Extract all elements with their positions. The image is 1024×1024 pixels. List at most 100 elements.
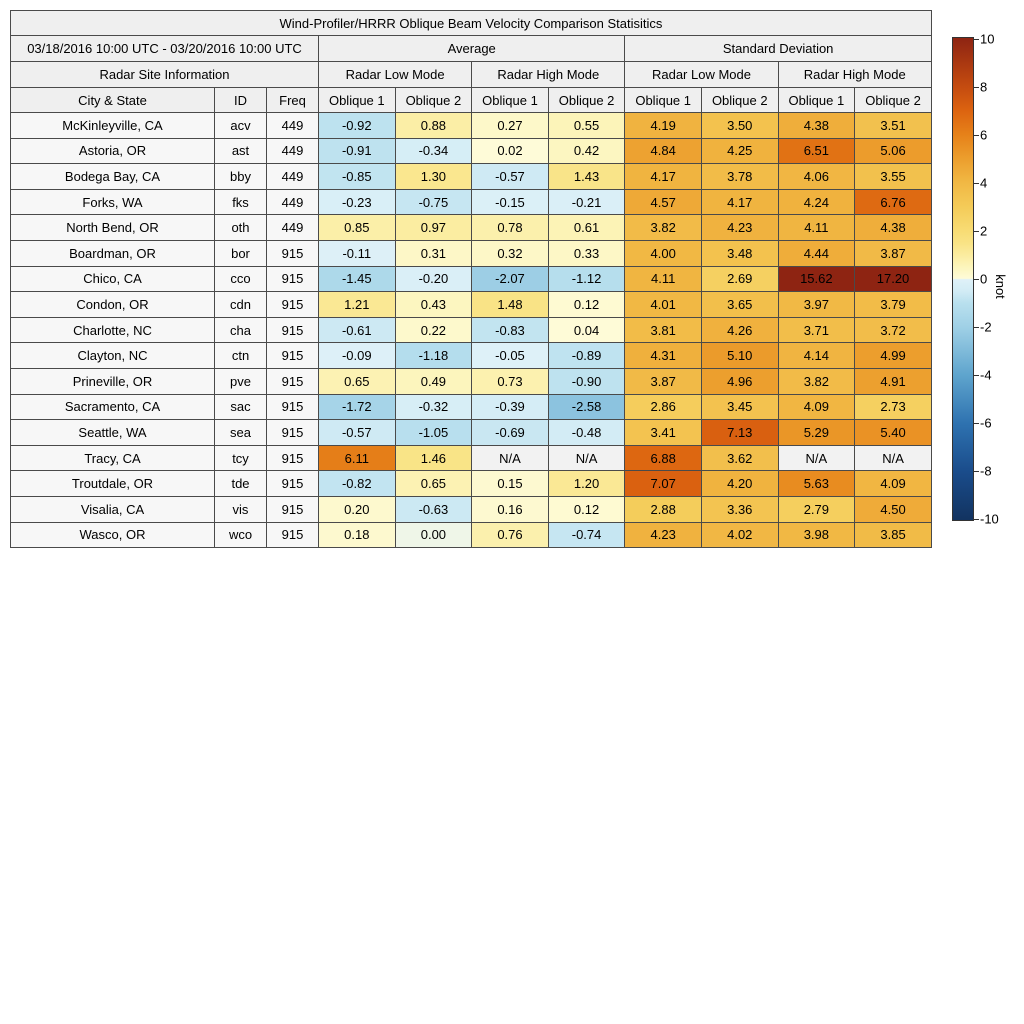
value-cell: 1.46 — [394, 444, 473, 472]
value-cell: 3.65 — [700, 291, 779, 318]
value-cell: -0.83 — [471, 316, 549, 344]
value-cell: 4.06 — [777, 163, 856, 190]
colorbar-tick-mark — [974, 327, 979, 328]
freq-cell: 915 — [266, 265, 319, 293]
date-range: 03/18/2016 10:00 UTC - 03/20/2016 10:00 … — [10, 35, 319, 62]
city-cell: North Bend, OR — [10, 214, 215, 241]
value-cell: 4.38 — [854, 214, 932, 241]
value-cell: 0.49 — [394, 367, 473, 395]
colorbar-tick-mark — [974, 279, 979, 280]
value-cell: 2.88 — [624, 495, 702, 523]
value-cell: 3.48 — [700, 239, 779, 267]
value-cell: 1.48 — [471, 291, 549, 318]
value-cell: 3.45 — [700, 393, 779, 421]
value-cell: 5.63 — [777, 470, 856, 497]
value-cell: 17.20 — [854, 265, 932, 293]
mode-header-std-high: Radar High Mode — [777, 61, 932, 88]
value-cell: 0.31 — [394, 239, 473, 267]
table-row: Seattle, WA sea 915 -0.57 -1.05 -0.69 -0.48 3.4… — [10, 419, 932, 446]
value-cell: 0.12 — [547, 495, 626, 523]
value-cell: 0.04 — [547, 316, 626, 344]
value-cell: 3.85 — [854, 521, 932, 549]
value-cell: 4.19 — [624, 112, 702, 139]
value-cell: -2.07 — [471, 265, 549, 293]
colorbar-tick-mark — [974, 39, 979, 40]
value-cell: 0.76 — [471, 521, 549, 549]
table-row: Condon, OR cdn 915 1.21 0.43 1.48 0.12 4.01 3.65… — [10, 291, 932, 318]
table-row: Sacramento, CA sac 915 -1.72 -0.32 -0.39 -2.58… — [10, 393, 932, 421]
site-id-cell: ctn — [214, 342, 267, 369]
colorbar-tick-label: -10 — [980, 511, 999, 527]
mode-header-avg-low: Radar Low Mode — [317, 61, 473, 88]
colorbar-tick-label: 4 — [980, 175, 988, 191]
value-cell: 6.11 — [318, 444, 396, 472]
site-id-cell: sac — [214, 393, 267, 421]
value-cell: 1.21 — [318, 291, 396, 318]
value-cell: 0.43 — [394, 291, 473, 318]
value-cell: 3.71 — [777, 316, 856, 344]
value-cell: 5.29 — [777, 419, 856, 446]
value-cell: 4.96 — [700, 367, 779, 395]
value-cell: -1.72 — [318, 393, 396, 421]
group-header-std-deviation: Standard Deviation — [624, 35, 932, 62]
freq-cell: 915 — [266, 393, 319, 421]
table-row: Troutdale, OR tde 915 -0.82 0.65 0.15 1.20 7.07… — [10, 470, 932, 497]
colorbar-tick-label: 0 — [980, 271, 988, 287]
value-cell: 3.82 — [624, 214, 702, 241]
site-id-cell: cha — [214, 316, 267, 344]
value-cell: 4.91 — [854, 367, 932, 395]
value-cell: 4.23 — [700, 214, 779, 241]
freq-cell: 915 — [266, 521, 319, 549]
value-cell: 3.98 — [777, 521, 856, 549]
colorbar-tick-label: 10 — [980, 31, 995, 47]
site-id-cell: cdn — [214, 291, 267, 318]
value-cell: -0.92 — [318, 112, 396, 139]
col-header-oblique-2: Oblique 2 — [700, 87, 779, 113]
value-cell: -0.61 — [318, 316, 396, 344]
value-cell: 7.07 — [624, 470, 702, 497]
value-cell: 0.33 — [547, 239, 626, 267]
city-cell: Forks, WA — [10, 188, 215, 216]
table-title: Wind-Profiler/HRRR Oblique Beam Velocity… — [10, 10, 932, 36]
site-id-cell: oth — [214, 214, 267, 241]
value-cell: 4.14 — [777, 342, 856, 369]
freq-cell: 915 — [266, 495, 319, 523]
table-row: Charlotte, NC cha 915 -0.61 0.22 -0.83 0.04 3.8… — [10, 316, 932, 344]
value-cell: 4.31 — [624, 342, 702, 369]
value-cell: 0.42 — [547, 137, 626, 165]
colorbar-tick-label: 6 — [980, 127, 988, 143]
table-row: Bodega Bay, CA bby 449 -0.85 1.30 -0.57 1.43 4.… — [10, 163, 932, 190]
col-header-oblique-1: Oblique 1 — [624, 87, 702, 113]
col-header-oblique-2: Oblique 2 — [394, 87, 473, 113]
site-id-cell: fks — [214, 188, 267, 216]
value-cell: 4.26 — [700, 316, 779, 344]
site-id-cell: pve — [214, 367, 267, 395]
colorbar-tick-label: -4 — [980, 367, 992, 383]
value-cell: N/A — [547, 444, 626, 472]
value-cell: -1.18 — [394, 342, 473, 369]
value-cell: 4.84 — [624, 137, 702, 165]
colorbar-tick-label: -6 — [980, 415, 992, 431]
value-cell: 4.24 — [777, 188, 856, 216]
value-cell: 0.22 — [394, 316, 473, 344]
freq-cell: 449 — [266, 137, 319, 165]
value-cell: 2.79 — [777, 495, 856, 523]
value-cell: 4.02 — [700, 521, 779, 549]
value-cell: 4.09 — [777, 393, 856, 421]
city-cell: Chico, CA — [10, 265, 215, 293]
city-cell: Prineville, OR — [10, 367, 215, 395]
col-header-oblique-2: Oblique 2 — [854, 87, 932, 113]
value-cell: 7.13 — [700, 419, 779, 446]
value-cell: -0.90 — [547, 367, 626, 395]
value-cell: 4.44 — [777, 239, 856, 267]
value-cell: -0.34 — [394, 137, 473, 165]
value-cell: -1.05 — [394, 419, 473, 446]
col-header-id: ID — [214, 87, 267, 113]
value-cell: 4.11 — [624, 265, 702, 293]
value-cell: -0.48 — [547, 419, 626, 446]
freq-cell: 915 — [266, 444, 319, 472]
site-id-cell: ast — [214, 137, 267, 165]
freq-cell: 915 — [266, 367, 319, 395]
value-cell: N/A — [777, 444, 856, 472]
